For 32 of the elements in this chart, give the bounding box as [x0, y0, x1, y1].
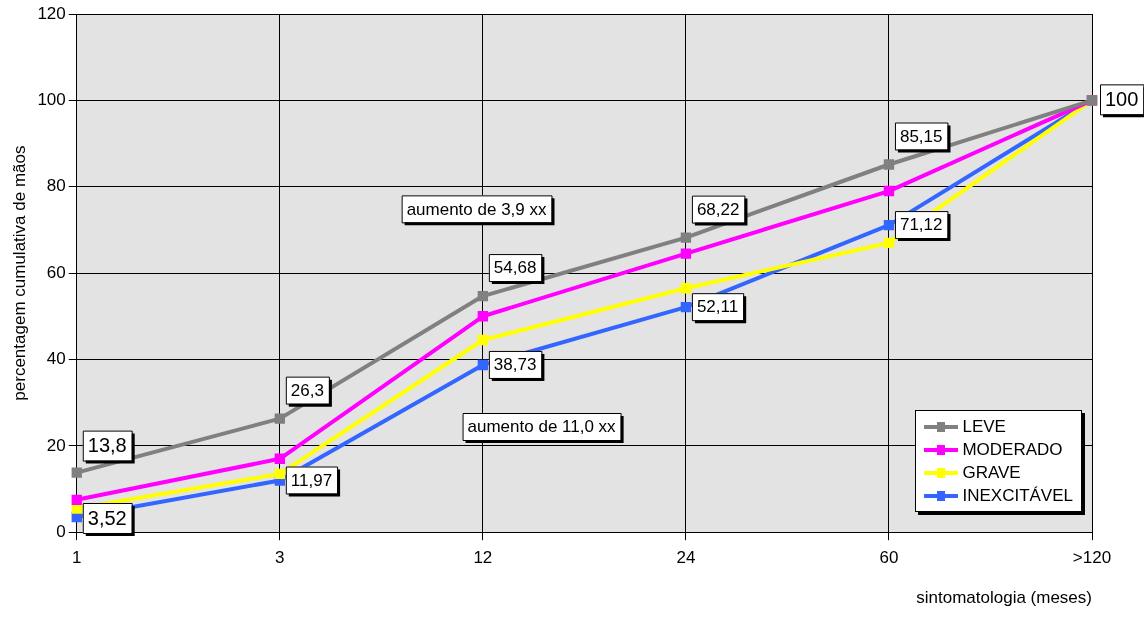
x-tick-label: 60: [879, 548, 899, 568]
y-axis-title: percentagem cumulativa de mãos: [9, 145, 29, 401]
x-axis-title: sintomatologia (meses): [916, 588, 1092, 608]
x-tick-label: 1: [72, 548, 82, 568]
x-tick-label: 3: [275, 548, 285, 568]
x-tick-label: 24: [676, 548, 696, 568]
x-tick-label: 12: [473, 548, 493, 568]
legend-label: GRAVE: [962, 462, 1021, 483]
y-tick-label: 40: [46, 349, 66, 369]
legend-label: INEXCITÁVEL: [962, 485, 1073, 506]
y-tick-label: 60: [46, 262, 66, 282]
data-label: 13,8: [87, 434, 127, 457]
y-tick-label: 20: [46, 435, 66, 455]
data-label: 54,68: [493, 258, 537, 278]
data-label: 52,11: [696, 297, 739, 317]
y-tick-label: 120: [37, 3, 66, 23]
legend-label: LEVE: [962, 416, 1006, 437]
y-tick-label: 100: [37, 90, 66, 110]
data-label: 38,73: [493, 355, 537, 375]
data-label: 3,52: [87, 506, 127, 529]
data-label: 11,97: [290, 470, 333, 490]
data-label: 85,15: [899, 126, 943, 146]
data-label: 68,22: [696, 199, 740, 219]
annotation: aumento de 11,0 xx: [467, 417, 617, 437]
x-tick-label: >120: [1072, 548, 1112, 568]
data-label: 100: [1105, 87, 1139, 110]
y-tick-label: 80: [46, 176, 66, 196]
data-label: 26,3: [290, 380, 324, 400]
annotation: aumento de 3,9 xx: [406, 199, 548, 219]
legend-label: MODERADO: [962, 439, 1063, 460]
y-tick-label: 0: [56, 521, 66, 541]
data-label: 71,12: [899, 215, 943, 235]
